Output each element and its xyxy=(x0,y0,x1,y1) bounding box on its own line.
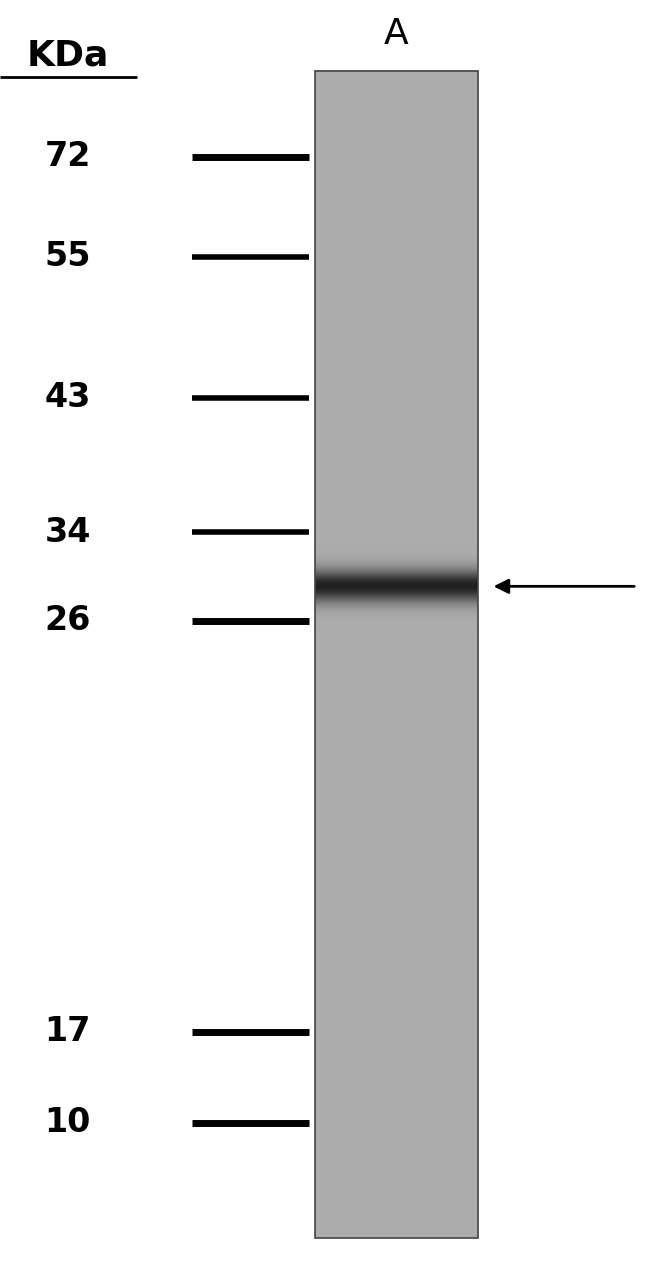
Text: 43: 43 xyxy=(45,381,91,414)
Text: 72: 72 xyxy=(45,140,91,173)
Text: 10: 10 xyxy=(45,1106,91,1139)
Text: 55: 55 xyxy=(44,240,91,273)
Text: 34: 34 xyxy=(45,516,91,549)
Text: 17: 17 xyxy=(45,1015,91,1048)
Text: A: A xyxy=(384,17,409,51)
Text: 26: 26 xyxy=(45,604,91,638)
Text: KDa: KDa xyxy=(27,38,109,73)
Bar xyxy=(315,71,478,1238)
